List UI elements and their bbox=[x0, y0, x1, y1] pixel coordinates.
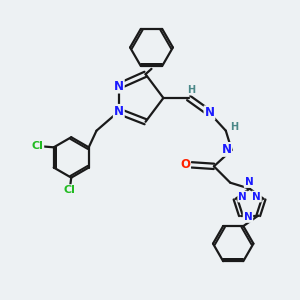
Text: N: N bbox=[204, 106, 214, 119]
Text: N: N bbox=[114, 105, 124, 118]
Text: N: N bbox=[244, 212, 252, 222]
Text: H: H bbox=[230, 122, 238, 132]
Text: N: N bbox=[114, 80, 124, 93]
Text: H: H bbox=[187, 85, 195, 95]
Text: N: N bbox=[244, 177, 253, 187]
Text: Cl: Cl bbox=[32, 141, 43, 151]
Text: Cl: Cl bbox=[64, 185, 76, 195]
Text: O: O bbox=[180, 158, 190, 171]
Text: N: N bbox=[221, 143, 231, 156]
Text: N: N bbox=[252, 191, 261, 202]
Text: N: N bbox=[238, 191, 247, 202]
